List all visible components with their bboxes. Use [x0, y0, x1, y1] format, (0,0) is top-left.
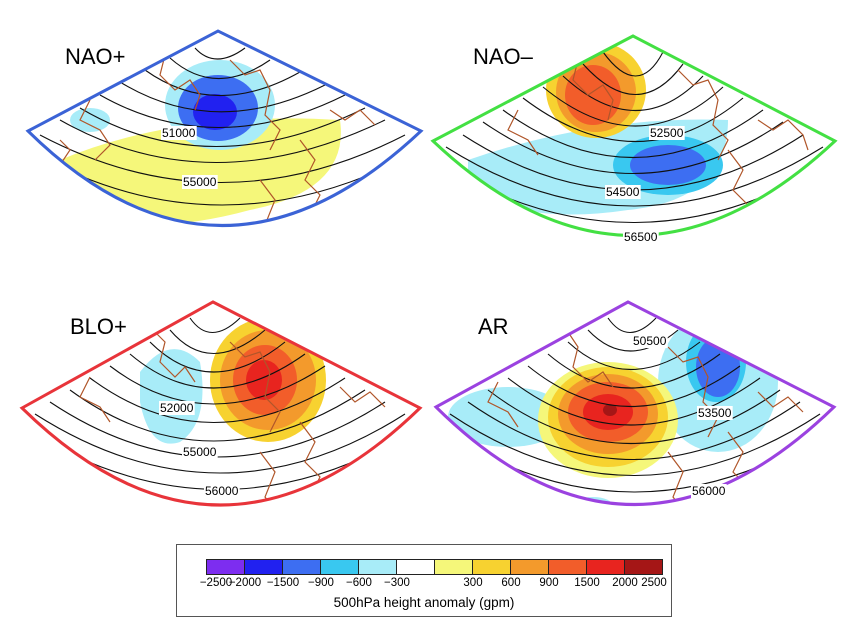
contour-label: 54500 [606, 185, 640, 199]
colorbar-tick-label: 2000 [612, 577, 638, 589]
colorbar-swatch [472, 559, 511, 575]
contour-label-bg [605, 185, 641, 199]
contour-label-bg [691, 484, 727, 498]
colorbar-swatch [206, 559, 245, 575]
map-panel-ar: 50500 53500 56000 AR [428, 292, 856, 582]
map-svg: 52500 54500 56500 [430, 34, 838, 244]
colorbar-swatch [320, 559, 359, 575]
colorbar-tick-label: −2500 [199, 577, 233, 589]
panel-title: NAO+ [65, 44, 126, 69]
contour-label-bg [182, 445, 218, 459]
colorbar-tick-label: −600 [346, 577, 372, 589]
panel-title: BLO+ [70, 314, 127, 339]
contour-label-bg [697, 406, 733, 420]
contour-label: 53500 [698, 406, 732, 420]
colorbar-tick-label: 1500 [574, 577, 600, 589]
colorbar [206, 559, 663, 575]
colorbar-swatch [282, 559, 321, 575]
colorbar-swatch [358, 559, 397, 575]
map-border [433, 300, 837, 506]
panel-title: AR [478, 314, 509, 339]
colorbar-swatch [586, 559, 625, 575]
colorbar-tick-label: −900 [308, 577, 334, 589]
contour-label-bg [159, 401, 195, 415]
colorbar-swatch [434, 559, 473, 575]
contour-label: 52000 [160, 401, 194, 415]
anomaly-fields [448, 312, 778, 505]
contour-label-bg [182, 175, 218, 189]
map-svg: 52000 55000 56000 [19, 300, 423, 507]
contour-label-bg [649, 126, 685, 140]
anomaly-fields [60, 60, 341, 225]
colorbar-swatch [244, 559, 283, 575]
colorbar-legend: −2500 −2000 −1500 −900 −600 −300 300 600 900 1500… [176, 544, 672, 617]
contour-label: 55000 [183, 175, 217, 189]
map-border [25, 29, 424, 227]
colorbar-tick-label: 300 [463, 577, 483, 589]
contour-label-bg [161, 126, 197, 140]
contour-label: 51000 [162, 126, 196, 140]
colorbar-tick-label: 2500 [641, 577, 667, 589]
map-panel-blo-plus: 52000 55000 56000 BLO+ [0, 292, 428, 582]
colorbar-swatch [396, 559, 435, 575]
coastlines [79, 326, 386, 505]
map-svg: 51000 55000 [25, 29, 424, 227]
height-contours [433, 51, 835, 224]
contour-label: 56000 [692, 484, 726, 498]
colorbar-tick-label: 900 [539, 577, 559, 589]
map-svg: 50500 53500 56000 [433, 300, 837, 506]
map-panel-nao-minus: 52500 54500 56500 NAO– [428, 0, 856, 290]
colorbar-swatch [548, 559, 587, 575]
contour-label: 52500 [650, 126, 684, 140]
map-border [19, 300, 423, 507]
map-panel-nao-plus: 51000 55000 NAO+ [0, 0, 428, 290]
contour-label: 55000 [183, 445, 217, 459]
contour-label-bg [204, 484, 240, 498]
colorbar-tick-label: 600 [501, 577, 521, 589]
contour-label: 56000 [205, 484, 239, 498]
contour-label: 50500 [633, 334, 667, 348]
colorbar-tick-label: −2000 [228, 577, 262, 589]
contour-label: 56500 [624, 230, 658, 244]
colorbar-swatch [624, 559, 663, 575]
colorbar-swatch [510, 559, 549, 575]
contour-label-bg [623, 230, 659, 244]
colorbar-title: 500hPa height anomaly (gpm) [333, 595, 515, 610]
panel-title: NAO– [473, 44, 533, 69]
colorbar-tick-label: −300 [384, 577, 410, 589]
colorbar-tick-label: −1500 [266, 577, 300, 589]
contour-label-bg [632, 334, 668, 348]
